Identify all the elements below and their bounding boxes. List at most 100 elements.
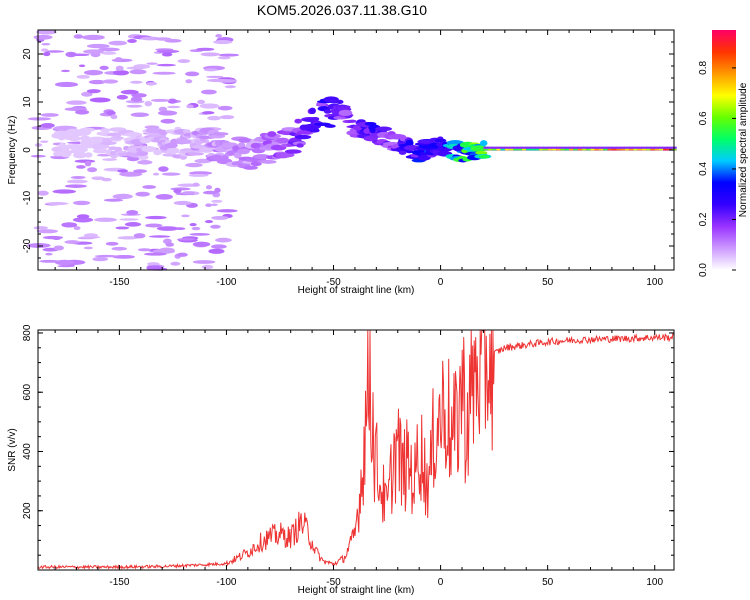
spectrogram-ridge-blob	[323, 109, 332, 114]
spectrogram-noise-blob	[137, 160, 153, 165]
spectrogram-ridge-blob	[405, 139, 414, 146]
spectrogram-noise-blob	[126, 209, 139, 216]
spectrogram-noise-blob	[126, 156, 140, 162]
spectrogram-noise-blob	[116, 94, 128, 100]
spectrogram-ridge-blob	[93, 149, 110, 154]
colorbar-tick-label: 0.0	[698, 263, 709, 277]
colorbar: 0.0 0.2 0.4 0.6 0.8 Normalized spectral ampl…	[698, 30, 749, 277]
spectrogram-noise-blob	[147, 262, 160, 266]
spectrogram-ridge-blob	[187, 152, 204, 156]
spectrogram-band-core	[611, 148, 617, 151]
spectrogram-noise-blob	[45, 201, 69, 206]
spectrogram-noise-blob	[76, 74, 90, 79]
spectrogram-ridge-blob	[145, 127, 163, 134]
spectrogram-band-core	[500, 148, 506, 151]
spectrogram-band-core	[646, 148, 651, 151]
spectrogram-noise-blob	[130, 80, 143, 84]
spectrogram-noise-blob	[36, 29, 57, 35]
spectrogram-band-outer	[581, 146, 587, 151]
spectrogram-noise-blob	[101, 51, 117, 55]
spectrogram-band-core	[560, 148, 566, 151]
spectrogram-noise-blob	[189, 233, 211, 236]
spectrogram-ridge-blob	[311, 116, 320, 122]
spectrogram-ridge-blob	[100, 141, 117, 146]
spectrogram-noise-blob	[73, 226, 81, 231]
spectrogram-noise-blob	[60, 69, 71, 73]
spectrogram-band-core	[663, 148, 669, 151]
spectrogram-ridge-blob	[243, 165, 258, 170]
spectrogram-band-outer	[590, 146, 596, 151]
spectrogram-noise-blob	[98, 47, 120, 52]
spectrogram-noise-blob	[83, 69, 104, 76]
spectrogram-ridge-blob	[294, 134, 312, 140]
spectrogram-band-outer	[637, 146, 643, 151]
spectrogram-band-outer	[650, 146, 656, 151]
spectrogram-ridge-blob	[276, 137, 290, 144]
spectrogram-ridge-blob	[141, 145, 157, 153]
spectrogram-noise-blob	[155, 37, 172, 41]
spectrogram-noise-blob	[92, 256, 109, 262]
spectrogram-band-outer	[603, 146, 609, 151]
spectrogram-band-core	[504, 148, 510, 151]
spectrogram-ridge-blob	[88, 136, 107, 141]
spectrogram-noise-blob	[167, 98, 178, 104]
snr-x-tick-label: 50	[542, 577, 554, 588]
spectrogram-noise-blob	[66, 100, 87, 105]
spectrogram-noise-blob	[146, 62, 158, 65]
spectrogram-noise-blob	[89, 97, 111, 103]
spectrogram-band-core	[641, 148, 647, 151]
spectrogram-band-core	[607, 148, 613, 151]
spectrogram-noise-blob	[126, 66, 146, 70]
spectrogram-noise-blob	[152, 71, 176, 75]
spectrogram-noise-blob	[91, 176, 106, 181]
spectrogram-noise-blob	[185, 71, 200, 77]
spectrogram-band-outer	[521, 146, 527, 151]
snr-y-tick-label: 200	[22, 502, 33, 519]
spectrogram-noise-blob	[103, 198, 124, 202]
spectrogram-ridge-blob	[232, 145, 241, 152]
snr-panel: -150 -100 -50 0 50 100 200 400 600 800 Height of…	[7, 324, 675, 596]
spectrogram-band-core	[590, 148, 596, 151]
spectrogram-band-outer	[569, 146, 574, 151]
spectrogram-noise-blob	[117, 236, 139, 240]
spectrogram-ridge-blob	[434, 138, 447, 143]
spectrogram-noise-blob	[84, 160, 92, 167]
spectrogram-noise-blob	[135, 191, 150, 197]
spectrogram-noise-blob	[199, 103, 220, 109]
spectrogram-band-outer	[509, 146, 514, 151]
spectrogram-band-outer	[659, 146, 664, 151]
spectrogram-band-outer	[646, 146, 651, 151]
snr-y-tick-label: 800	[22, 324, 33, 341]
spectrogram-noise-blob	[131, 93, 147, 98]
spectrogram-noise-blob	[75, 109, 90, 115]
spectrogram-noise-blob	[40, 48, 49, 52]
spectrogram-noise-blob	[119, 171, 143, 177]
spectrogram-y-tick-label: 10	[22, 96, 33, 108]
spectrogram-noise-blob	[33, 34, 53, 40]
spectrogram-ridge-blob	[475, 150, 488, 155]
spectrogram-x-tick-label: 50	[542, 277, 554, 288]
spectrogram-noise-blob	[52, 189, 77, 194]
spectrogram-ridge-blob	[284, 149, 302, 154]
spectrogram-noise-blob	[76, 165, 86, 169]
spectrogram-noise-blob	[196, 47, 215, 51]
spectrogram-noise-blob	[218, 53, 240, 57]
spectrogram-band-outer	[504, 146, 510, 151]
spectrogram-noise-blob	[72, 200, 91, 206]
spectrogram-ridge-blob	[58, 135, 66, 141]
spectrogram-ridge-blob	[212, 132, 229, 136]
spectrogram-band-core	[521, 148, 527, 151]
spectrogram-data	[27, 29, 677, 271]
spectrogram-noise-blob	[83, 246, 93, 250]
spectrogram-noise-blob	[129, 69, 147, 75]
spectrogram-ridge-blob	[238, 138, 253, 143]
spectrogram-noise-blob	[202, 111, 215, 115]
spectrogram-noise-blob	[217, 105, 233, 111]
spectrogram-band-outer	[564, 146, 570, 151]
spectrogram-y-tick-label: 20	[22, 48, 33, 60]
spectrogram-noise-blob	[160, 118, 176, 124]
spectrogram-ridge-blob	[79, 127, 96, 132]
spectrogram-ridge-blob	[84, 152, 93, 158]
spectrogram-ridge-blob	[309, 107, 316, 115]
